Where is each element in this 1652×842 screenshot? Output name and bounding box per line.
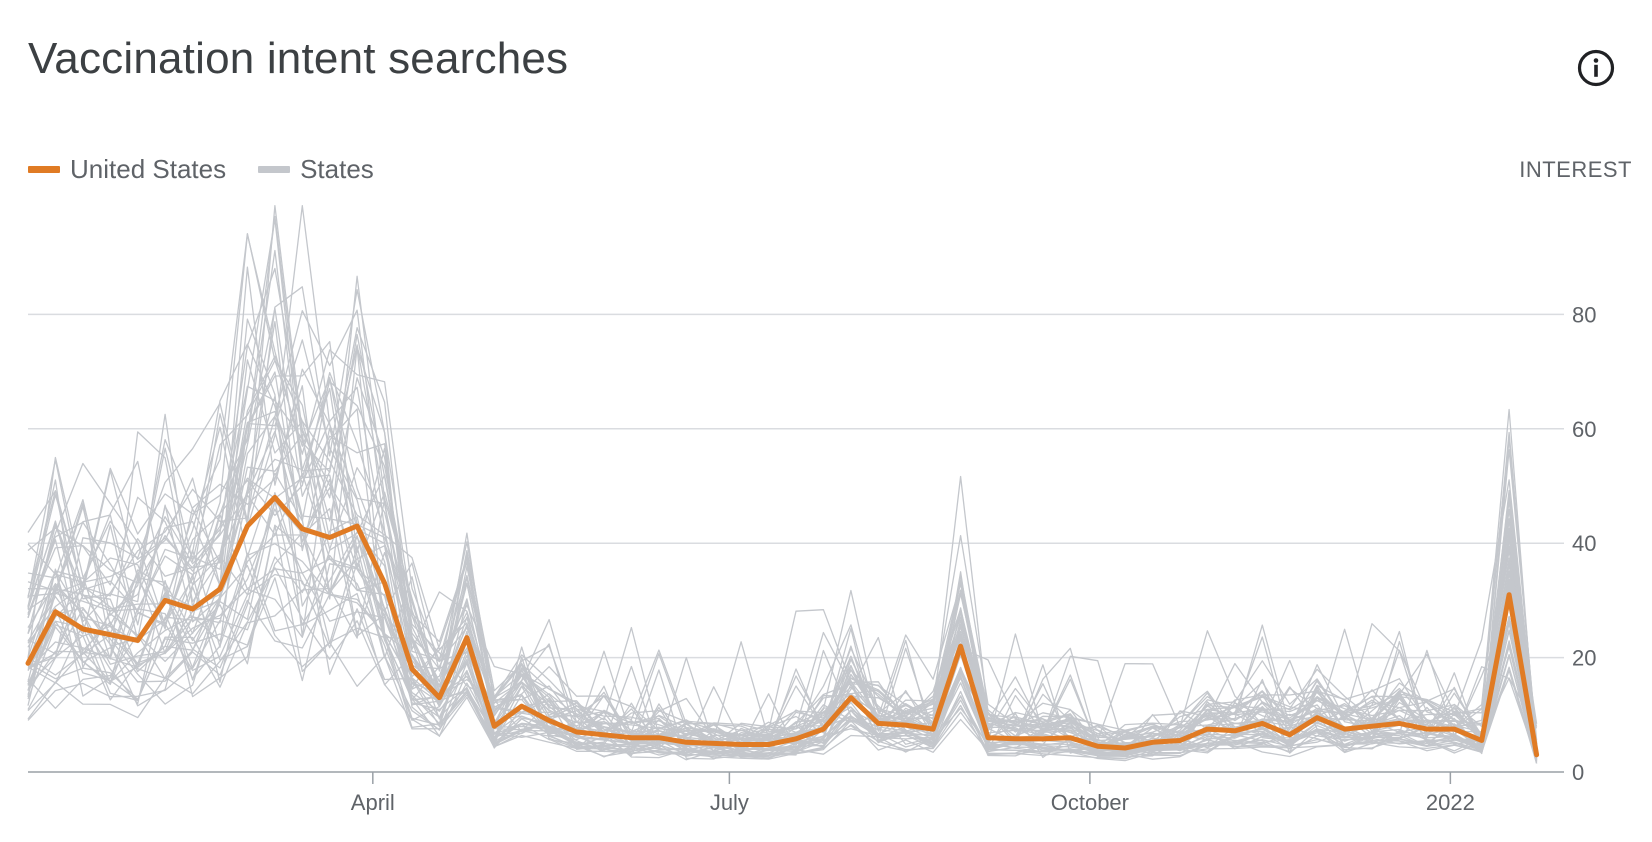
state-line-18 — [27, 309, 1538, 751]
y-tick-label-20: 20 — [1572, 646, 1596, 671]
y-tick-label-0: 0 — [1572, 760, 1584, 785]
state-line-52 — [27, 215, 1538, 750]
legend-label-states: States — [300, 154, 374, 184]
legend-item-united-states[interactable]: United States — [28, 154, 226, 185]
legend-label-united-states: United States — [70, 154, 227, 184]
y-tick-label-60: 60 — [1572, 417, 1596, 442]
state-line-41 — [27, 387, 1538, 751]
state-line-12 — [27, 377, 1538, 752]
x-tick-label-april: April — [351, 790, 395, 815]
y-tick-label-40: 40 — [1572, 531, 1596, 556]
state-line-35 — [27, 307, 1538, 756]
state-line-11 — [27, 340, 1538, 756]
legend: United States States — [28, 154, 406, 185]
x-tick-label-july: July — [710, 790, 749, 815]
united-states-series — [25, 494, 1540, 758]
page-title: Vaccination intent searches — [28, 34, 569, 83]
state-line-51 — [27, 516, 1538, 757]
state-line-49 — [27, 593, 1538, 759]
x-tick-label-october: October — [1051, 790, 1129, 815]
state-line-4 — [27, 344, 1538, 756]
legend-swatch-states — [258, 166, 291, 173]
y-tick-label-80: 80 — [1572, 302, 1596, 327]
state-line-48 — [27, 286, 1538, 752]
state-line-30 — [27, 472, 1538, 756]
state-line-45 — [27, 205, 1538, 752]
state-line-50 — [27, 531, 1538, 759]
state-line-46 — [27, 218, 1538, 757]
united-states-line — [25, 494, 1540, 758]
y-axis-label: INTEREST — [1519, 157, 1632, 182]
state-line-36 — [27, 385, 1538, 755]
states-series — [27, 205, 1538, 764]
legend-swatch-united-states — [28, 166, 60, 173]
axes: 0 20 40 60 80 April July October 2022 — [28, 302, 1596, 815]
legend-item-states[interactable]: States — [258, 154, 374, 185]
info-icon[interactable] — [1576, 48, 1616, 88]
x-tick-label-2022: 2022 — [1426, 790, 1475, 815]
state-line-24 — [27, 567, 1538, 764]
state-line-47 — [27, 346, 1538, 749]
